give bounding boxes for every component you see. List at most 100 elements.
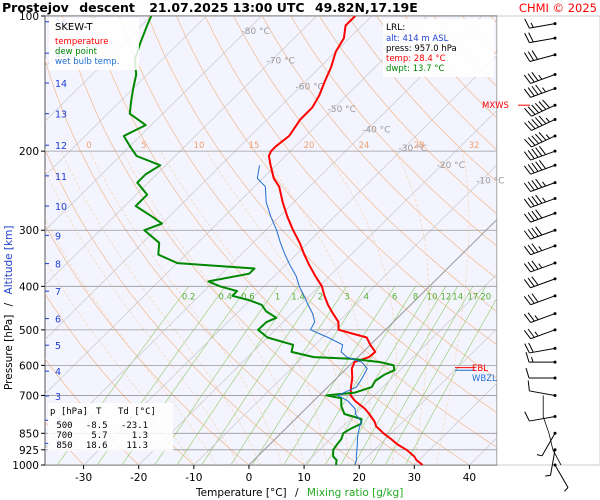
wind-barb-staff [530,87,556,98]
wind-barb [523,178,557,192]
x-axis-title: Temperature [°C] / Mixing ratio [g/kg] [195,487,403,499]
wind-barb [524,342,557,354]
wind-barb-flag [523,182,531,192]
lrl-temperature: temp: 28.4 °C [386,54,446,64]
pressure-tick-label: 100 [19,11,39,23]
isotherm [193,164,497,465]
wind-barb-flag [528,32,534,43]
altitude-tick-label: 9 [55,231,61,242]
theta-label: 15 [249,141,260,151]
wind-barb-flag [524,122,532,131]
mixing-ratio-label: 1 [275,292,280,302]
profiles [122,16,424,465]
wind-barb-flag [535,194,543,204]
wind-barb-flag [535,178,543,188]
wind-barb-staff [530,278,556,289]
wind-barb [523,276,557,289]
isotherm-label: -20 °C [437,161,465,171]
mixing-ratio-label: 12 [440,292,451,302]
wind-barb [524,18,557,29]
station-coords: 49.82N,17.19E [315,0,418,15]
mxws-label: MXWS [482,101,509,111]
altitude-tick-label: 4 [55,367,61,378]
wind-barb [545,448,557,477]
mixing-ratio-label: 4 [364,292,369,302]
altitude-tick-label: 12 [55,141,67,152]
wind-barb-half-flag [538,263,543,269]
theta-label: 28 [414,141,425,151]
wind-barb-flag [527,150,535,159]
isotherm [45,16,207,177]
theta-label: 24 [359,141,370,151]
wind-barb-flag [524,18,530,29]
isotherm-label: -50 °C [328,105,356,115]
mixing-ratio-label: 6 [392,292,397,302]
moist-adiabat [324,151,398,465]
mixing-ratio-label: 0.4 [219,292,233,302]
mixing-ratio-label: 3 [344,292,349,302]
pressure-tick-label: 600 [19,360,39,372]
wind-barb-flag [524,33,530,43]
pressure-tick-label: 1000 [12,460,39,472]
isotherm [248,218,497,465]
table-row: 500 -8.5 -23.1 [56,421,148,431]
altitude-tick-label: 11 [55,172,67,183]
mixing-ratio-label: 10 [427,292,438,302]
wind-barb-flag [523,230,531,240]
wind-barb [523,194,557,208]
pressure-tick-label: 925 [19,445,39,457]
wind-barb-half-flag [564,487,569,492]
wind-barbs [523,18,569,492]
isotherm [138,109,497,465]
wind-barb-flag [531,210,539,220]
wind-barb-flag [531,72,539,81]
wind-barb-flag [525,367,530,379]
wind-barb-staff [530,198,556,208]
y-axis-title: Pressure [hPa] / Altitude [km] [3,226,15,390]
wind-barb-flag [531,50,539,60]
x-tick-label: 20 [353,472,366,484]
wind-barb-flag [523,52,531,62]
wind-barb-flag [531,227,539,237]
x-tick-label: -20 [130,472,147,484]
wind-barb-half-flag [542,87,547,93]
wind-barb-staff [541,433,556,457]
dry-adiabat [176,16,497,379]
wind-barb-flag [523,198,531,208]
isotherm-label: -30 °C [399,144,427,154]
wind-barb-flag [527,73,535,83]
legend-temperature: temperature [55,37,108,47]
wind-barb-flag [527,277,535,287]
wind-barb-staff [529,390,556,396]
grid [45,16,497,465]
wind-barb [523,243,557,256]
isotherm [303,273,497,465]
wind-barb-flag [538,115,547,125]
mixing-ratio-label: 8 [413,292,418,302]
altitude-tick-label: 14 [55,79,67,90]
wind-barb-half-flag [545,117,550,123]
level-table: p [hPa] T Td [°C] 500 -8.5 -23.1 700 5.7… [48,403,173,451]
wind-barb [524,132,557,148]
wind-barb-flag [531,293,539,303]
wind-barb [524,32,557,44]
profile-temperature [267,16,424,465]
wind-barb-flag [527,87,535,97]
wind-barb-flag [527,106,536,115]
dry-adiabat [319,16,497,215]
dry-adiabat [204,16,497,346]
theta-label: 32 [469,141,480,151]
lrl-info-box: LRL: alt: 414 m ASL press: 957.0 hPa tem… [383,19,494,77]
wind-barb-staff [530,245,556,256]
altitude-tick-label: 3 [55,392,61,403]
wind-barb-flag [538,101,547,110]
isotherm-label: -70 °C [267,57,295,67]
dry-adiabat [233,16,497,313]
wind-barb [523,72,557,84]
isotherm [45,16,152,122]
wind-barb-staff [530,212,556,223]
table-header-td: Td [°C] [118,407,156,417]
isotherm-label: -10 °C [476,177,504,187]
isotherm [414,382,497,465]
pressure-tick-label: 700 [19,390,39,402]
